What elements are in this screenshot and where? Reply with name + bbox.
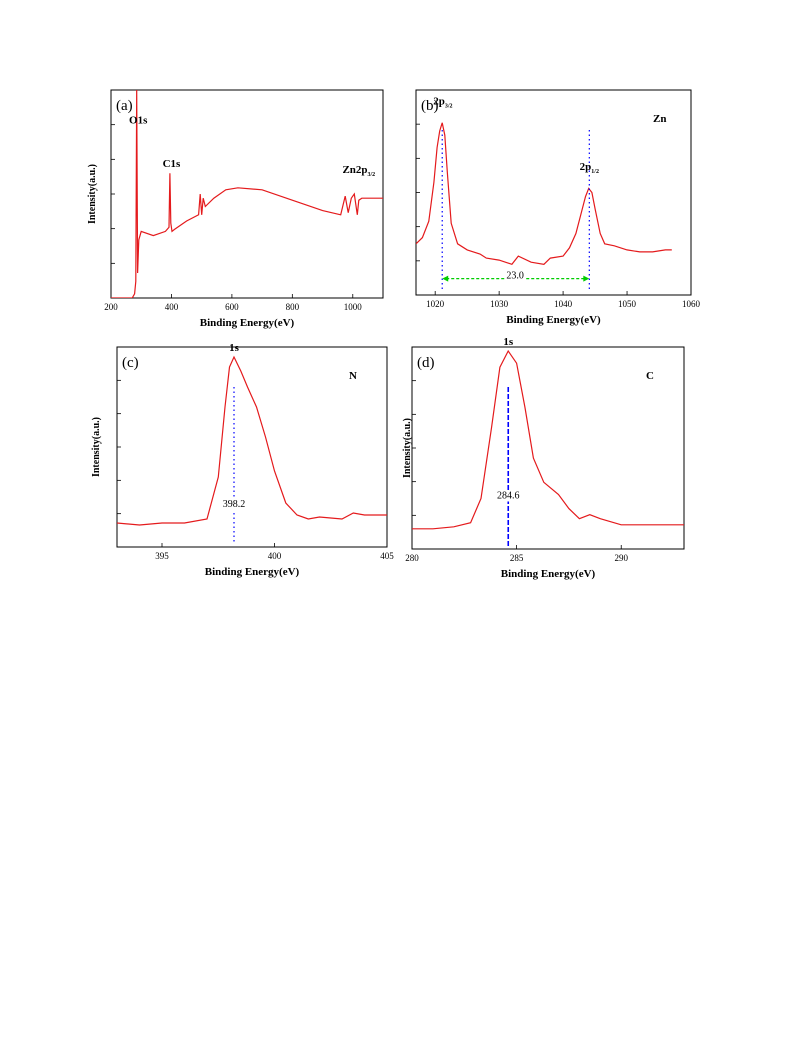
plot-frame bbox=[110, 89, 384, 299]
arrow-head-right bbox=[583, 275, 590, 282]
x-axis-title: Binding Energy(eV) bbox=[205, 566, 300, 578]
x-tick-label: 1030 bbox=[490, 299, 509, 309]
y-axis-title: Intensity(a.u.) bbox=[87, 164, 98, 224]
x-tick-label: 285 bbox=[510, 553, 524, 563]
series-line bbox=[117, 355, 387, 526]
chart-panel-1: 1020 1030 1040 1050 1060 2p3/2 2p1/2 23.0 (b) Zn B… bbox=[415, 89, 701, 326]
x-tick-label: 600 bbox=[225, 302, 239, 312]
series-line bbox=[416, 122, 672, 266]
chart-panel-2: 395 400 405 1s 398.2 (c) N Binding Energy(eV) In… bbox=[91, 342, 394, 578]
peak-annotation: 1s bbox=[229, 342, 240, 354]
x-tick-label: 1050 bbox=[618, 299, 637, 309]
panel-label: (d) bbox=[417, 355, 435, 371]
peak-annotation: O1s bbox=[129, 114, 148, 126]
x-tick-label: 400 bbox=[268, 551, 282, 561]
peak-annotation: 398.2 bbox=[223, 499, 246, 510]
x-axis-title: Binding Energy(eV) bbox=[506, 314, 601, 326]
peak-annotation: 1s bbox=[503, 336, 514, 348]
x-tick-label: 280 bbox=[405, 553, 419, 563]
x-tick-label: 1000 bbox=[344, 302, 363, 312]
plot-frame bbox=[411, 346, 685, 550]
element-label: C bbox=[646, 370, 654, 382]
x-tick-label: 1060 bbox=[682, 299, 701, 309]
panel-label: (b) bbox=[421, 98, 439, 114]
x-axis-title: Binding Energy(eV) bbox=[200, 317, 295, 329]
plot-frame bbox=[415, 89, 692, 296]
x-tick-label: 395 bbox=[155, 551, 169, 561]
x-tick-label: 800 bbox=[286, 302, 300, 312]
chart-panel-3: 280 285 290 1s 284.6 (d) C Binding Energy(eV) In… bbox=[402, 336, 685, 580]
peak-annotation: 23.0 bbox=[506, 271, 524, 282]
panel-label: (c) bbox=[122, 355, 139, 371]
element-label: N bbox=[349, 370, 357, 382]
element-label: Zn bbox=[653, 113, 666, 125]
x-axis-title: Binding Energy(eV) bbox=[501, 568, 596, 580]
peak-annotation: 2p1/2 bbox=[580, 161, 599, 175]
y-axis-title: Intensity(a.u.) bbox=[402, 418, 413, 478]
x-tick-label: 200 bbox=[104, 302, 118, 312]
chart-panel-0: 200 400 600 800 1000 O1s C1s Zn2p3/2 (a) Binding … bbox=[87, 89, 384, 329]
y-axis-title: Intensity(a.u.) bbox=[91, 417, 102, 477]
peak-annotation: 284.6 bbox=[497, 491, 520, 502]
x-tick-label: 405 bbox=[380, 551, 394, 561]
arrow-head-left bbox=[442, 275, 449, 282]
x-tick-label: 1040 bbox=[554, 299, 573, 309]
peak-annotation: 2p3/2 bbox=[433, 95, 452, 109]
peak-annotation: Zn2p3/2 bbox=[342, 164, 375, 178]
peak-annotation: C1s bbox=[163, 158, 181, 170]
panel-label: (a) bbox=[116, 98, 133, 114]
series-line bbox=[111, 90, 383, 298]
x-tick-label: 400 bbox=[165, 302, 179, 312]
x-tick-label: 290 bbox=[614, 553, 628, 563]
x-tick-label: 1020 bbox=[426, 299, 445, 309]
series-line bbox=[412, 349, 684, 530]
